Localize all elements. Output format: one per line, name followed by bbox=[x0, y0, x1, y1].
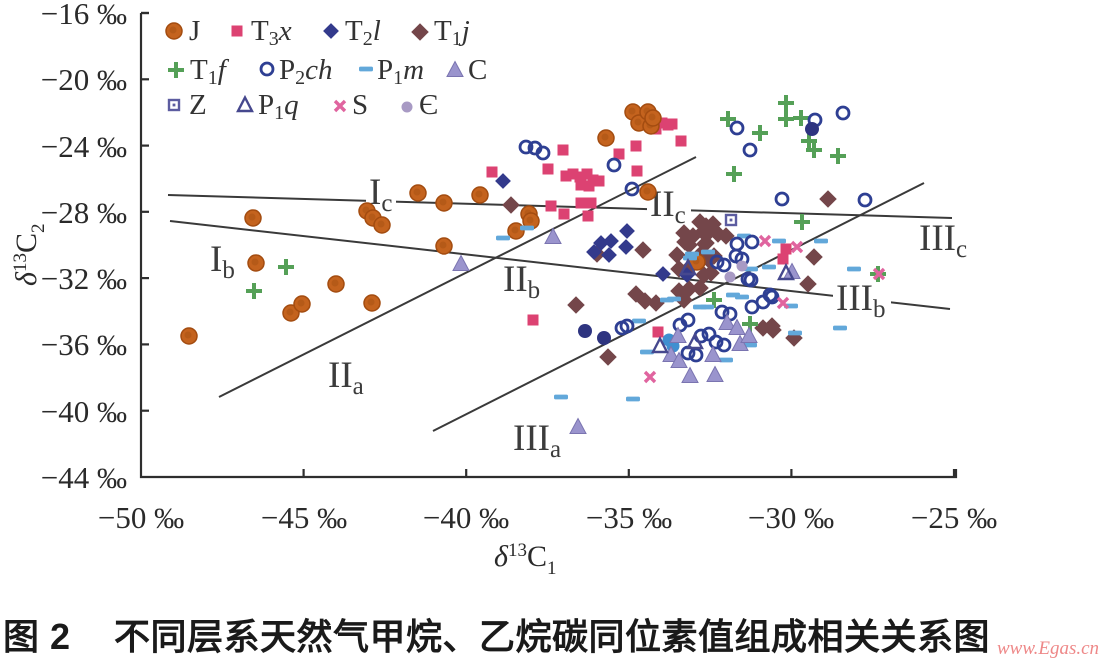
svg-text:−25 ‰: −25 ‰ bbox=[911, 500, 997, 535]
svg-text:不同层系天然气甲烷、乙烷碳同位素值组成相关关系图: 不同层系天然气甲烷、乙烷碳同位素值组成相关关系图 bbox=[114, 616, 990, 657]
svg-text:−44 ‰: −44 ‰ bbox=[41, 460, 127, 495]
svg-text:δ13C2: δ13C2 bbox=[10, 224, 49, 286]
svg-text:−35 ‰: −35 ‰ bbox=[586, 500, 672, 535]
svg-text:P1m: P1m bbox=[377, 54, 424, 89]
svg-text:−32 ‰: −32 ‰ bbox=[41, 261, 127, 296]
svg-text:−36 ‰: −36 ‰ bbox=[41, 327, 127, 362]
svg-text:−30 ‰: −30 ‰ bbox=[748, 500, 834, 535]
svg-text:www.Egas.cn: www.Egas.cn bbox=[997, 638, 1099, 659]
svg-text:δ13C1: δ13C1 bbox=[494, 540, 556, 579]
svg-text:−50 ‰: −50 ‰ bbox=[98, 500, 184, 535]
svg-text:T2l: T2l bbox=[345, 15, 381, 50]
svg-text:P2ch: P2ch bbox=[279, 54, 333, 89]
svg-text:−45 ‰: −45 ‰ bbox=[261, 500, 347, 535]
svg-text:IIb: IIb bbox=[503, 259, 540, 304]
svg-text:图 2: 图 2 bbox=[3, 616, 71, 657]
svg-text:−40 ‰: −40 ‰ bbox=[41, 394, 127, 429]
svg-text:C: C bbox=[468, 54, 487, 86]
svg-text:S: S bbox=[352, 89, 368, 121]
svg-text:−28 ‰: −28 ‰ bbox=[41, 195, 127, 230]
svg-text:J: J bbox=[189, 15, 200, 47]
svg-text:−40 ‰: −40 ‰ bbox=[423, 500, 509, 535]
svg-text:Z: Z bbox=[189, 89, 207, 121]
svg-text:−16 ‰: −16 ‰ bbox=[41, 0, 127, 31]
svg-text:−24 ‰: −24 ‰ bbox=[41, 129, 127, 164]
svg-text:Є: Є bbox=[419, 89, 438, 121]
svg-text:−20 ‰: −20 ‰ bbox=[41, 62, 127, 97]
